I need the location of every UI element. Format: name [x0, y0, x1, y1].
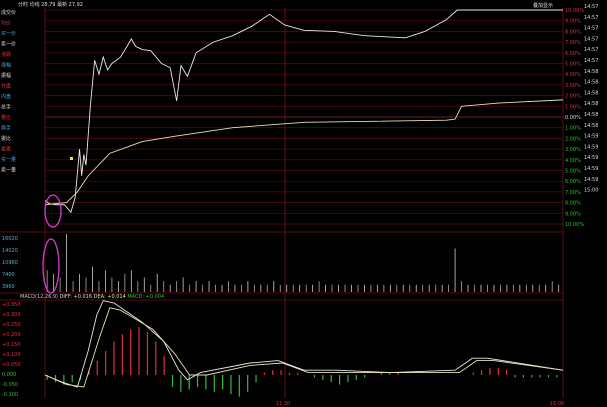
pct-label: 5.00%	[565, 169, 581, 175]
pct-label: 4.00%	[565, 158, 581, 164]
volume-label: 10960	[2, 260, 18, 266]
quote-label: 卖一量	[1, 167, 16, 174]
macd-label: -0.100	[2, 392, 18, 398]
pct-label: 0.00%	[565, 115, 581, 121]
pct-label: 10.00%	[565, 222, 584, 228]
quote-label: 买一价	[1, 30, 16, 37]
trade-time: 14:59	[584, 134, 598, 140]
macd-dea: DEA: +0.014	[93, 294, 126, 300]
pct-label: 9.00%	[565, 19, 581, 25]
trade-time: 14:57	[584, 36, 598, 42]
trade-time: 14:58	[584, 80, 598, 86]
trade-time: 14:59	[584, 144, 598, 150]
quote-label: 买一量	[1, 156, 16, 163]
volume-label: 7400	[2, 272, 15, 278]
macd-label: +0.300	[2, 312, 21, 318]
pct-label: 1.00%	[565, 104, 581, 110]
pct-label: 9.00%	[565, 211, 581, 217]
pct-label: 4.00%	[565, 72, 581, 78]
trade-time: 14:59	[584, 155, 598, 161]
quote-label: 振幅	[1, 72, 11, 79]
quote-label: 委比	[1, 135, 11, 142]
chart-header: 分时 均线 28.79 最新 27.92	[18, 2, 83, 8]
pct-label: 8.00%	[565, 29, 581, 35]
quote-label: 换手	[1, 125, 11, 132]
macd-label: +0.100	[2, 352, 21, 358]
pct-label: 5.00%	[565, 62, 581, 68]
diff-line	[44, 300, 564, 388]
pct-label: 10.00%	[565, 8, 584, 14]
macd-label: -0.050	[2, 382, 18, 388]
pct-label: 7.00%	[565, 40, 581, 46]
macd-label: 0.000	[2, 372, 16, 378]
quote-label: 均价	[1, 20, 11, 27]
pct-label: 6.00%	[565, 51, 581, 57]
trade-time: 14:58	[584, 101, 598, 107]
trade-time: 14:57	[584, 15, 598, 21]
x-tick: 11:30	[276, 401, 290, 407]
highlight-circle	[42, 238, 60, 294]
quote-label: 卖一价	[1, 42, 16, 48]
x-tick: 15:00	[550, 401, 564, 407]
trade-time: 14:57	[584, 58, 598, 64]
overlay-button[interactable]: 叠加显示	[533, 3, 554, 9]
pct-label: 6.00%	[565, 179, 581, 185]
quote-label: 涨跌	[1, 51, 11, 58]
volume-label: 14020	[2, 248, 18, 254]
trade-time: 14:57	[584, 26, 598, 32]
trade-time: 14:59	[584, 166, 598, 172]
macd-label: +0.150	[2, 342, 21, 348]
quote-label: 总手	[1, 104, 11, 111]
quote-label: 外盘	[1, 83, 11, 90]
dea-line	[44, 307, 564, 388]
cursor-marker	[70, 157, 73, 160]
volume-label: 16020	[2, 236, 18, 242]
pct-label: 1.00%	[565, 126, 581, 132]
trade-time: 14:58	[584, 123, 598, 129]
quote-label: 量比	[1, 114, 11, 121]
pct-label: 8.00%	[565, 201, 581, 207]
macd-label: +0.250	[2, 322, 21, 328]
pct-label: 2.00%	[565, 94, 581, 100]
average-price-line	[44, 99, 564, 206]
macd-value: MACD: +0.004	[127, 294, 165, 300]
trade-time: 14:58	[584, 112, 598, 118]
volume-label: 3960	[2, 284, 15, 290]
macd-label: +0.200	[2, 332, 21, 338]
macd-diff: DIFF: +0.016	[59, 294, 93, 300]
price-line	[44, 9, 563, 214]
trade-time: 14:57	[584, 47, 598, 53]
pct-label: 3.00%	[565, 83, 581, 89]
quote-label: 内盘	[1, 93, 11, 100]
quote-label: 委差	[1, 146, 11, 153]
macd-label: +0.050	[2, 362, 21, 368]
quote-label: 成交价	[1, 9, 16, 16]
macd-label: +0.350	[2, 302, 21, 308]
trade-time: 14:58	[584, 90, 598, 96]
trade-time: 14:59	[584, 177, 598, 183]
macd-header: MACD(12,26,9) DIFF: +0.016 DEA: +0.014 M…	[20, 294, 164, 300]
trade-time: 15:00	[584, 188, 598, 194]
macd-title: MACD(12,26,9)	[20, 294, 58, 300]
pct-label: 2.00%	[565, 136, 581, 142]
quote-label: 涨幅	[1, 62, 11, 69]
trade-time: 14:57	[584, 4, 598, 10]
trade-time: 14:58	[584, 69, 598, 75]
pct-label: 7.00%	[565, 190, 581, 196]
highlight-circle	[44, 194, 62, 228]
pct-label: 3.00%	[565, 147, 581, 153]
